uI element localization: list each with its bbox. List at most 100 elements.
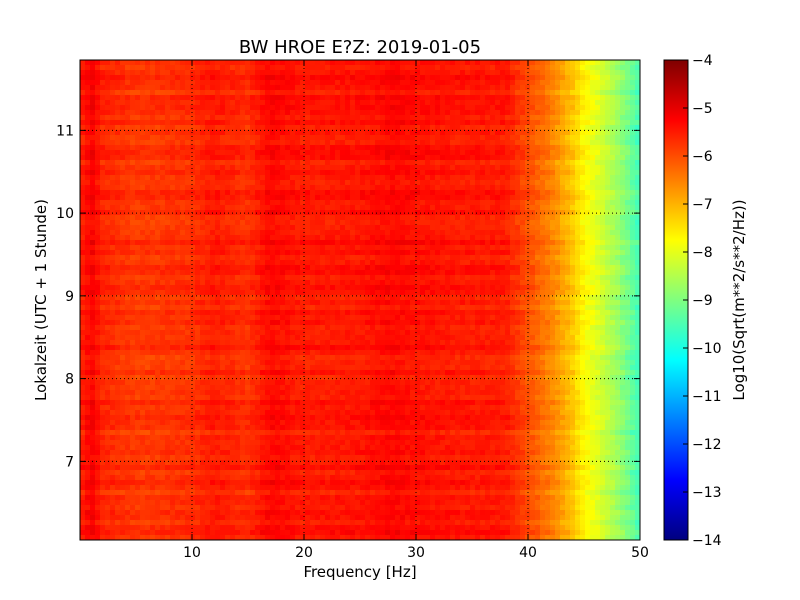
heatmap-cell [385,235,391,241]
heatmap-cell [210,230,216,236]
heatmap-cell [635,215,641,221]
heatmap-cell [330,240,336,246]
heatmap-cell [555,65,561,71]
heatmap-cell [115,180,121,186]
heatmap-cell [485,225,491,231]
heatmap-cell [635,125,641,131]
heatmap-cell [215,225,221,231]
heatmap-cell [205,200,211,206]
heatmap-cell [235,145,241,151]
heatmap-cell [170,195,176,201]
heatmap-cell [475,105,481,111]
heatmap-cell [540,145,546,151]
heatmap-cell [375,255,381,261]
heatmap-cell [165,190,171,196]
heatmap-cell [120,100,126,106]
heatmap-cell [585,265,591,271]
heatmap-cell [445,180,451,186]
heatmap-cell [380,180,386,186]
heatmap-cell [620,175,626,181]
heatmap-cell [525,125,531,131]
heatmap-cell [195,265,201,271]
heatmap-cell [160,225,166,231]
heatmap-cell [295,220,301,226]
heatmap-cell [460,190,466,196]
heatmap-cell [290,225,296,231]
heatmap-cell [635,100,641,106]
heatmap-cell [445,250,451,256]
heatmap-cell [565,200,571,206]
heatmap-cell [245,205,251,211]
heatmap-cell [95,65,101,71]
heatmap-cell [80,125,86,131]
heatmap-cell [635,225,641,231]
heatmap-cell [260,220,266,226]
heatmap-cell [340,110,346,116]
heatmap-cell [385,175,391,181]
heatmap-cell [355,220,361,226]
heatmap-cell [95,190,101,196]
heatmap-cell [350,120,356,126]
heatmap-cell [505,85,511,91]
heatmap-cell [120,255,126,261]
heatmap-cell [190,180,196,186]
heatmap-cell [360,225,366,231]
heatmap-cell [475,215,481,221]
heatmap-cell [320,100,326,106]
heatmap-cell [400,110,406,116]
heatmap-cell [585,115,591,121]
heatmap-cell [300,235,306,241]
heatmap-cell [620,205,626,211]
heatmap-cell [230,95,236,101]
heatmap-cell [535,170,541,176]
heatmap-cell [450,250,456,256]
heatmap-cell [370,100,376,106]
heatmap-cell [470,195,476,201]
heatmap-cell [455,235,461,241]
heatmap-cell [530,240,536,246]
heatmap-cell [420,255,426,261]
heatmap-cell [590,120,596,126]
heatmap-cell [120,250,126,256]
heatmap-cell [315,210,321,216]
heatmap-cell [425,105,431,111]
heatmap-cell [305,80,311,86]
heatmap-cell [390,200,396,206]
heatmap-cell [80,275,86,281]
heatmap-cell [585,80,591,86]
heatmap-cell [425,130,431,136]
heatmap-cell [345,195,351,201]
heatmap-cell [425,240,431,246]
heatmap-cell [510,195,516,201]
heatmap-cell [260,210,266,216]
heatmap-cell [545,195,551,201]
heatmap-cell [260,95,266,101]
heatmap-cell [195,240,201,246]
heatmap-cell [470,255,476,261]
heatmap-cell [560,195,566,201]
heatmap-cell [270,130,276,136]
heatmap-cell [265,185,271,191]
heatmap-cell [225,225,231,231]
heatmap-cell [480,165,486,171]
heatmap-cell [160,95,166,101]
heatmap-cell [385,95,391,101]
heatmap-cell [290,130,296,136]
heatmap-cell [455,135,461,141]
heatmap-cell [365,235,371,241]
heatmap-cell [375,175,381,181]
heatmap-cell [165,265,171,271]
heatmap-cell [410,275,416,281]
heatmap-cell [215,265,221,271]
heatmap-cell [140,175,146,181]
heatmap-cell [330,95,336,101]
heatmap-cell [205,85,211,91]
heatmap-cell [135,190,141,196]
heatmap-cell [155,205,161,211]
heatmap-cell [605,190,611,196]
heatmap-cell [165,245,171,251]
heatmap-cell [610,100,616,106]
heatmap-cell [335,65,341,71]
heatmap-cell [335,190,341,196]
heatmap-cell [125,120,131,126]
